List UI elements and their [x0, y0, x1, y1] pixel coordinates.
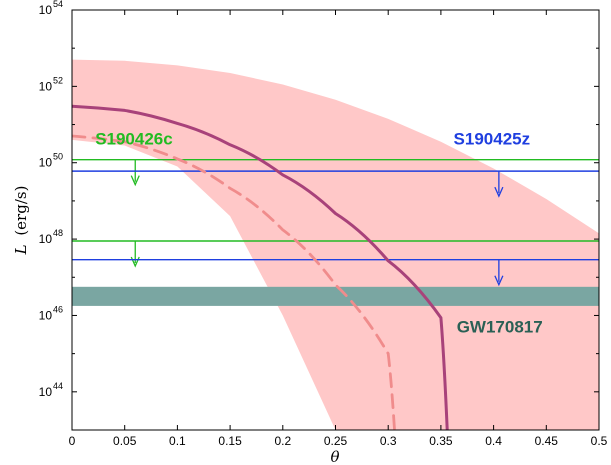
y-tick-exponent: 52 [53, 75, 63, 85]
annotation-s190425z: S190425z [454, 129, 531, 148]
x-tick-label: 0.2 [274, 434, 291, 448]
x-tick-label: 0.4 [485, 434, 502, 448]
x-tick-label: 0 [69, 434, 76, 448]
x-tick-label: 0.25 [324, 434, 348, 448]
x-tick-label: 0.5 [591, 434, 608, 448]
x-axis-label: θ [330, 448, 339, 465]
upper-limit-arrowhead [130, 175, 140, 187]
annotations: S190426c S190425z GW170817 [95, 129, 543, 336]
uncertainty-band [72, 59, 599, 430]
y-tick-exponent: 54 [53, 0, 63, 9]
x-tick-label: 0.45 [535, 434, 559, 448]
axes: 0 0.05 0.1 0.15 0.2 0.25 0.3 0.35 0.4 0.45 0.510 44… [39, 0, 608, 448]
upper-limit-arrowhead [494, 275, 504, 287]
y-tick-label: 10 [39, 385, 53, 399]
y-tick-exponent: 46 [53, 304, 63, 314]
y-tick-label: 10 [39, 232, 53, 246]
gw-luminosity-band [72, 286, 599, 306]
x-tick-label: 0.1 [169, 434, 186, 448]
annotation-s190426c: S190426c [95, 129, 173, 148]
y-tick-exponent: 48 [53, 228, 63, 238]
y-tick-exponent: 50 [53, 152, 63, 162]
y-axis-label-main: L [12, 244, 30, 255]
x-tick-label: 0.35 [429, 434, 453, 448]
plot-area [72, 59, 599, 430]
y-axis-label-unit: (erg/s) [12, 186, 30, 236]
x-tick-label: 0.3 [380, 434, 397, 448]
y-tick-exponent: 44 [53, 381, 63, 391]
solid-luminosity-curve [72, 104, 449, 430]
upper-limit-arrowhead [494, 186, 504, 198]
annotation-gw170817: GW170817 [457, 318, 543, 337]
x-tick-label: 0.15 [218, 434, 242, 448]
y-tick-label: 10 [39, 308, 53, 322]
y-tick-label: 10 [39, 156, 53, 170]
y-tick-label: 10 [39, 3, 53, 17]
x-tick-label: 0.05 [113, 434, 137, 448]
dashed-luminosity-curve [72, 134, 396, 430]
y-tick-label: 10 [39, 79, 53, 93]
y-axis-label: L (erg/s) [12, 186, 30, 256]
